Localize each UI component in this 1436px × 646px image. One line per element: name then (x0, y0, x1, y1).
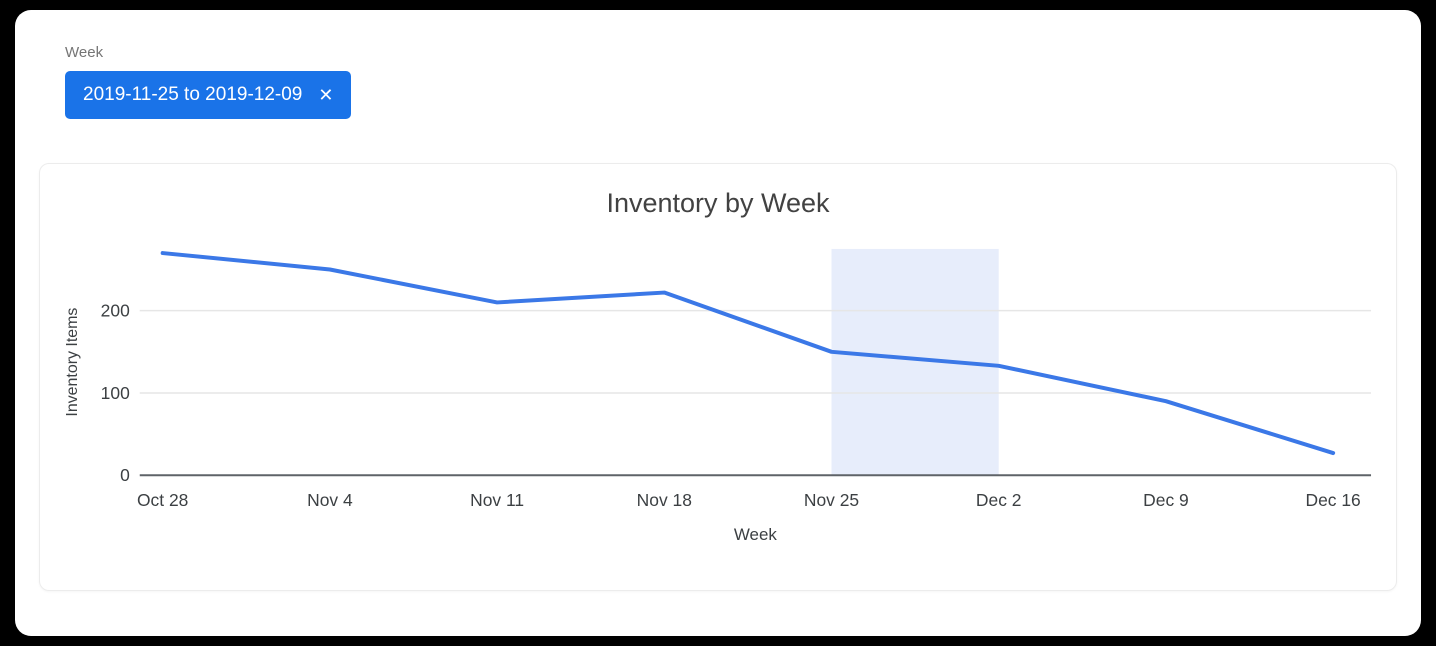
filter-section: Week 2019-11-25 to 2019-12-09 ✕ (39, 44, 1397, 119)
y-axis-title: Inventory Items (64, 308, 81, 417)
report-page: Week 2019-11-25 to 2019-12-09 ✕ Inventor… (15, 10, 1421, 636)
chart-card: Inventory by Week 0 100 200 Oct 28 Nov 4 Nov … (39, 163, 1397, 591)
date-range-filter-chip[interactable]: 2019-11-25 to 2019-12-09 ✕ (65, 71, 352, 119)
inventory-line-chart[interactable]: 0 100 200 Oct 28 Nov 4 Nov 11 Nov 18 Nov 25 Dec … (53, 229, 1383, 576)
x-tick-label: Dec 2 (976, 490, 1022, 510)
date-range-text: 2019-11-25 to 2019-12-09 (83, 84, 303, 105)
x-tick-label: Nov 11 (470, 490, 524, 510)
y-tick-label: 200 (101, 301, 130, 321)
y-tick-label: 0 (120, 465, 130, 485)
line-series-inventory[interactable] (160, 251, 1336, 456)
x-tick-label: Nov 18 (637, 490, 692, 510)
x-tick-label: Oct 28 (137, 490, 188, 510)
y-tick-label: 100 (101, 383, 130, 403)
x-tick-label: Dec 16 (1306, 490, 1361, 510)
x-tick-label: Dec 9 (1143, 490, 1189, 510)
x-tick-label: Nov 4 (307, 490, 353, 510)
x-tick-label: Nov 25 (804, 490, 859, 510)
chart-title: Inventory by Week (606, 188, 830, 218)
x-axis-title: Week (734, 525, 778, 544)
close-icon[interactable]: ✕ (318, 85, 334, 105)
filter-week-label: Week (65, 44, 104, 61)
